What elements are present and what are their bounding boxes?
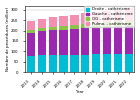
Bar [114, 21, 122, 27]
Bar [125, 21, 133, 26]
Bar [114, 27, 122, 54]
Bar [60, 16, 68, 26]
Bar [60, 26, 68, 30]
X-axis label: Year: Year [76, 90, 84, 94]
Y-axis label: Nombre de procédures (millier): Nombre de procédures (millier) [6, 7, 10, 71]
Bar [103, 27, 111, 54]
Bar [70, 14, 79, 24]
Bar [70, 24, 79, 29]
Bar [114, 10, 122, 21]
Bar [38, 19, 46, 28]
Bar [49, 27, 57, 30]
Bar [114, 54, 122, 72]
Legend: Droite - cathérisme, Gauche - cathérisme, OG - cathérisme, Pulmo. - cathérisme: Droite - cathérisme, Gauche - cathérisme… [84, 6, 134, 27]
Bar [92, 12, 100, 23]
Bar [60, 55, 68, 72]
Bar [49, 55, 57, 72]
Bar [70, 29, 79, 54]
Bar [81, 24, 89, 28]
Bar [60, 30, 68, 55]
Bar [27, 33, 35, 56]
Bar [49, 17, 57, 27]
Bar [38, 28, 46, 31]
Bar [103, 22, 111, 27]
Bar [125, 26, 133, 54]
Bar [27, 56, 35, 72]
Bar [81, 55, 89, 72]
Bar [81, 28, 89, 54]
Bar [81, 13, 89, 24]
Bar [49, 30, 57, 55]
Bar [92, 28, 100, 54]
Bar [125, 8, 133, 21]
Bar [70, 55, 79, 72]
Bar [92, 54, 100, 72]
Bar [38, 55, 46, 72]
Bar [103, 54, 111, 72]
Bar [103, 11, 111, 22]
Bar [125, 54, 133, 72]
Bar [38, 31, 46, 55]
Bar [27, 21, 35, 30]
Bar [92, 23, 100, 28]
Bar [27, 30, 35, 33]
